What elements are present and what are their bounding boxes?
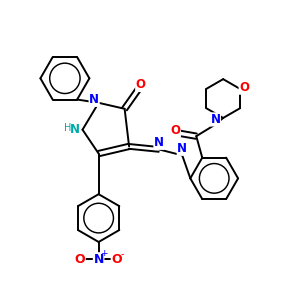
Text: N: N [210, 113, 220, 126]
Text: N: N [177, 142, 187, 155]
Text: -: - [121, 249, 124, 259]
Text: +: + [100, 249, 108, 258]
Text: N: N [89, 93, 99, 106]
Text: O: O [74, 253, 85, 266]
Text: H: H [64, 123, 72, 133]
Text: N: N [154, 136, 164, 149]
Text: N: N [94, 253, 104, 266]
Text: N: N [70, 123, 80, 136]
Text: O: O [111, 253, 122, 266]
Text: O: O [136, 78, 146, 92]
Text: O: O [170, 124, 180, 137]
Text: O: O [239, 81, 249, 94]
